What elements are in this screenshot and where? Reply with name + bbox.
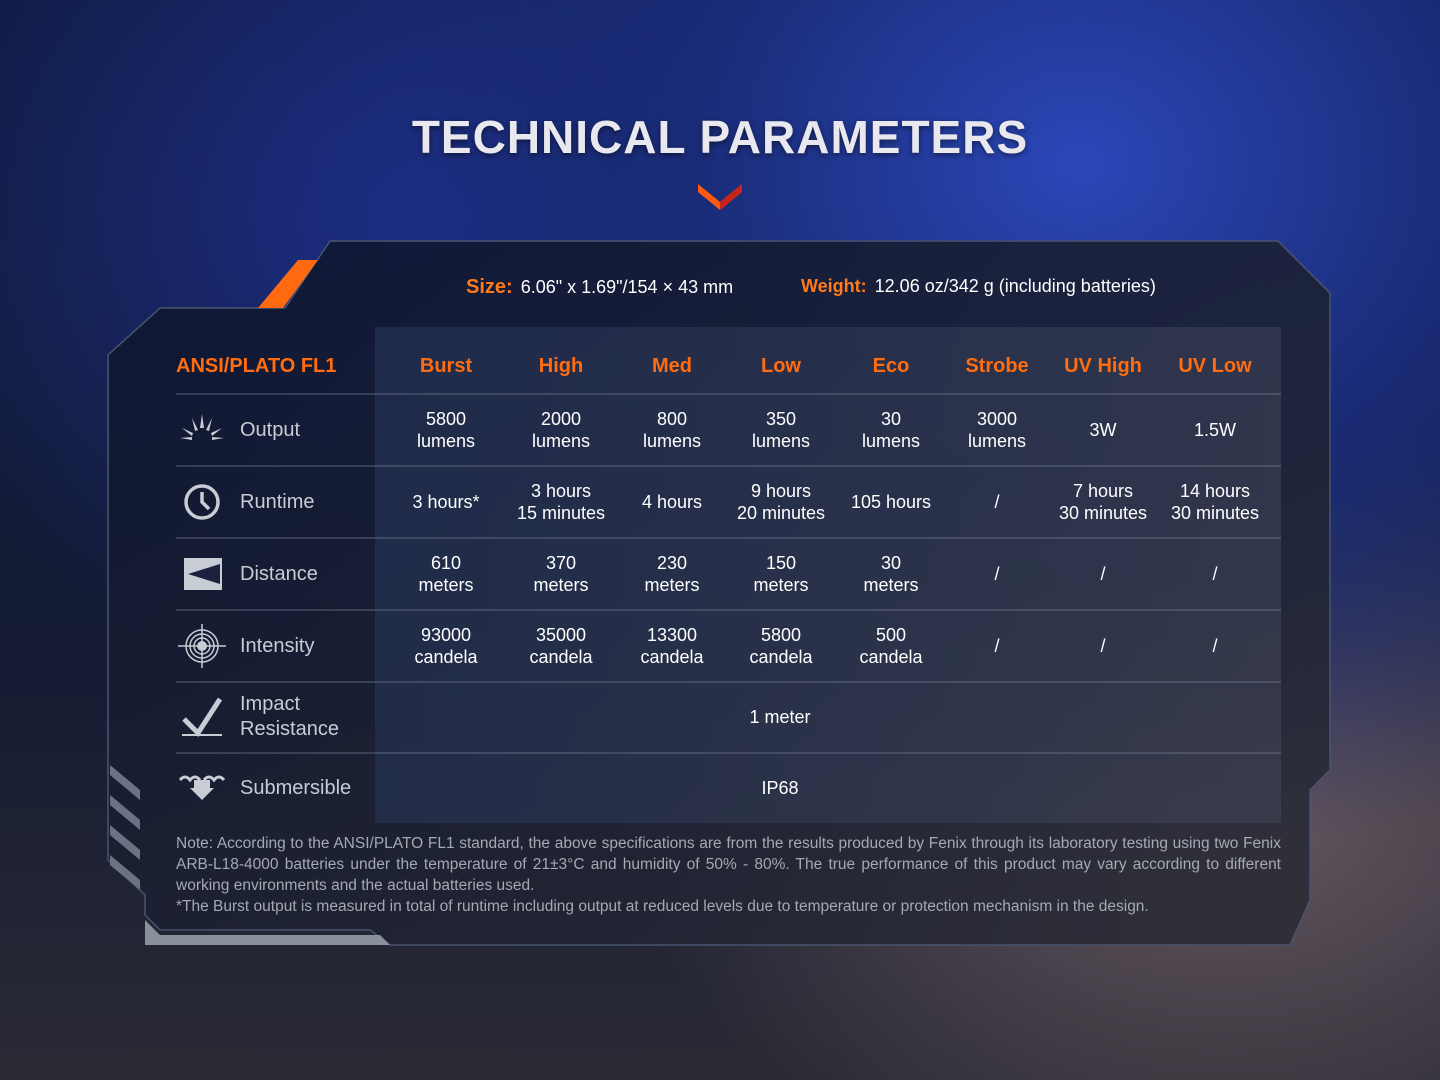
divider bbox=[176, 465, 1281, 467]
table-cell: / bbox=[994, 564, 1000, 584]
target-icon bbox=[178, 624, 226, 668]
table-cell: 800 lumens bbox=[642, 409, 702, 451]
table-cell: 13300 candela bbox=[640, 625, 704, 667]
table-cell: 30 lumens bbox=[861, 409, 921, 451]
table-cell: / bbox=[994, 492, 1000, 512]
row-label: Runtime bbox=[240, 490, 315, 513]
table-cell: / bbox=[1100, 564, 1106, 584]
page-title: TECHNICAL PARAMETERS bbox=[411, 111, 1029, 163]
table-cell: 9 hours 20 minutes bbox=[736, 481, 826, 523]
footnote: Note: According to the ANSI/PLATO FL1 st… bbox=[176, 833, 1281, 917]
table-cell: / bbox=[994, 636, 1000, 656]
table-cell: 4 hours bbox=[641, 492, 703, 512]
column-header-uv-low: UV Low bbox=[1178, 355, 1252, 377]
table-cell: 5800 candela bbox=[749, 625, 813, 667]
size-spec: Size: 6.06" x 1.69"/154 × 43 mm bbox=[466, 276, 733, 299]
table-background bbox=[375, 327, 1281, 823]
divider bbox=[176, 393, 1281, 395]
table-cell: / bbox=[1100, 636, 1106, 656]
column-header-high: High bbox=[538, 355, 584, 377]
column-header-med: Med bbox=[652, 355, 692, 377]
size-label: Size: bbox=[466, 276, 513, 298]
divider bbox=[176, 609, 1281, 611]
table-cell: 105 hours bbox=[850, 492, 932, 512]
row-label: Distance bbox=[240, 562, 318, 585]
column-header-uv-high: UV High bbox=[1064, 355, 1142, 377]
impact-icon bbox=[182, 697, 223, 737]
table-cell: 610 meters bbox=[418, 553, 474, 595]
table-cell: 14 hours 30 minutes bbox=[1170, 481, 1260, 523]
chevron-down-icon bbox=[698, 184, 742, 210]
note-text: Note: According to the ANSI/PLATO FL1 st… bbox=[176, 835, 1281, 894]
beam-distance-icon bbox=[184, 558, 222, 590]
row-label: Impact Resistance bbox=[240, 693, 339, 740]
table-cell: 2000 lumens bbox=[531, 409, 591, 451]
table-cell: 230 meters bbox=[644, 553, 700, 595]
table-cell: 30 meters bbox=[863, 553, 919, 595]
table-cell: 370 meters bbox=[533, 553, 589, 595]
table-cell: 1.5W bbox=[1193, 420, 1236, 440]
table-cell: 3 hours 15 minutes bbox=[516, 481, 606, 523]
weight-value: 12.06 oz/342 g (including batteries) bbox=[874, 276, 1156, 296]
row-label: Output bbox=[240, 418, 301, 441]
column-header-burst: Burst bbox=[419, 355, 473, 377]
weight-spec: Weight: 12.06 oz/342 g (including batteri… bbox=[801, 276, 1156, 297]
column-header-low: Low bbox=[761, 355, 801, 377]
table-cell: 93000 candela bbox=[414, 625, 478, 667]
divider bbox=[176, 752, 1281, 754]
table-cell: 3 hours* bbox=[412, 492, 480, 512]
table-cell: 3W bbox=[1089, 420, 1117, 440]
standard-header: ANSI/PLATO FL1 bbox=[176, 355, 337, 377]
table-cell: / bbox=[1212, 636, 1218, 656]
table-cell: 7 hours 30 minutes bbox=[1058, 481, 1148, 523]
table-cell: 350 lumens bbox=[751, 409, 811, 451]
table-cell: / bbox=[1212, 564, 1218, 584]
table-cell: 500 candela bbox=[859, 625, 923, 667]
divider bbox=[176, 681, 1281, 683]
row-label: Intensity bbox=[240, 634, 315, 657]
table-cell: 5800 lumens bbox=[416, 409, 476, 451]
row-label: Submersible bbox=[240, 776, 352, 799]
column-header-strobe: Strobe bbox=[965, 355, 1029, 377]
burst-note: *The Burst output is measured in total o… bbox=[176, 898, 1149, 915]
size-value: 6.06" x 1.69"/154 × 43 mm bbox=[520, 277, 734, 297]
weight-label: Weight: bbox=[801, 276, 867, 296]
table-cell: 35000 candela bbox=[529, 625, 593, 667]
sunburst-icon bbox=[180, 414, 224, 440]
table-cell: 150 meters bbox=[753, 553, 809, 595]
divider bbox=[176, 537, 1281, 539]
water-drop-icon bbox=[178, 775, 226, 800]
clock-icon bbox=[184, 484, 220, 520]
column-header-eco: Eco bbox=[872, 355, 910, 377]
table-cell-span: 1 meter bbox=[749, 707, 811, 727]
table-cell: 3000 lumens bbox=[967, 409, 1027, 451]
table-cell-span: IP68 bbox=[761, 778, 799, 798]
